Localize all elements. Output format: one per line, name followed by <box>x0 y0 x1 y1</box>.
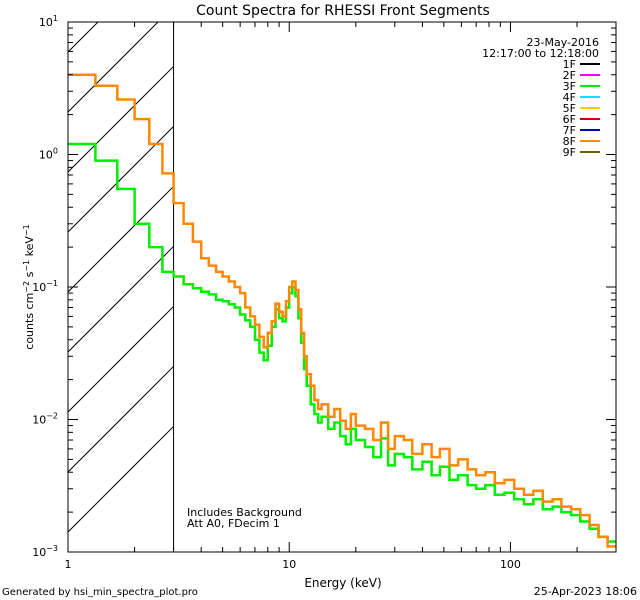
series-3F-line <box>68 142 616 543</box>
x-tick-label: 1 <box>65 558 72 571</box>
legend-label-4F: 4F <box>563 91 576 104</box>
x-axis-label: Energy (keV) <box>304 576 381 590</box>
y-tick-label: 10−1 <box>32 279 58 294</box>
annotation-attenuator: Att A0, FDecim 1 <box>187 517 280 530</box>
annotation-background: Includes Background <box>187 506 302 519</box>
hatch-line <box>68 306 174 413</box>
y-axis-label: counts cm−2 s−1 keV−1 <box>22 224 36 349</box>
y-tick-label: 101 <box>39 14 58 29</box>
series-8F-line <box>68 73 616 548</box>
legend-label-3F: 3F <box>563 80 576 93</box>
hatch-line <box>68 126 174 233</box>
hatch-line <box>68 366 174 473</box>
legend-label-5F: 5F <box>563 102 576 115</box>
legend-label-2F: 2F <box>563 69 576 82</box>
date-label: 23-May-2016 <box>527 36 599 49</box>
y-tick-label: 10−2 <box>32 412 58 427</box>
hatch-line <box>68 426 174 533</box>
legend-label-7F: 7F <box>563 124 576 137</box>
x-tick-label: 100 <box>500 558 521 571</box>
plot-frame <box>67 21 617 553</box>
hatch-line <box>68 246 174 353</box>
hatch-line <box>68 186 174 293</box>
x-tick-label: 10 <box>282 558 296 571</box>
legend-label-6F: 6F <box>563 113 576 126</box>
y-tick-label: 100 <box>39 147 58 162</box>
footer-date-time: 25-Apr-2023 18:06 <box>534 585 637 598</box>
chart-title: Count Spectra for RHESSI Front Segments <box>196 3 490 19</box>
generated-by-label: Generated by hsi_min_spectra_plot.pro <box>2 587 198 598</box>
legend-label-8F: 8F <box>563 135 576 148</box>
y-tick-label: 10−3 <box>32 544 58 559</box>
attenuator-hatch-region <box>68 22 175 552</box>
hatch-line <box>68 22 99 53</box>
hatch-line <box>68 66 174 173</box>
legend-label-9F: 9F <box>563 146 576 159</box>
legend-label-1F: 1F <box>563 58 576 71</box>
time-range-label: 12:17:00 to 12:18:00 <box>482 47 599 60</box>
hatch-line <box>68 22 159 113</box>
